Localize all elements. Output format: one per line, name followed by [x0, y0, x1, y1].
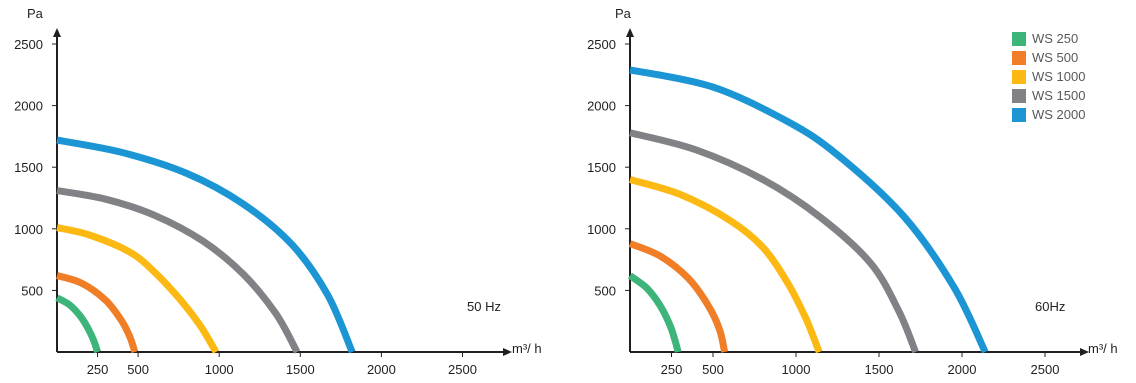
series-line-ws-2000	[56, 136, 356, 354]
y-axis-label: Pa	[27, 6, 44, 21]
x-tick-label: 1000	[205, 362, 234, 377]
legend-item: WS 2000	[1012, 105, 1085, 124]
y-axis-arrow	[626, 28, 634, 37]
x-axis-arrow	[503, 348, 512, 356]
series-line-ws-250	[55, 294, 101, 354]
y-tick-label: 500	[594, 283, 616, 298]
series-line-ws-500	[56, 272, 139, 354]
x-tick-label: 500	[127, 362, 149, 377]
legend-label: WS 2000	[1032, 107, 1086, 122]
x-tick-label: 1500	[286, 362, 315, 377]
y-axis-arrow	[53, 28, 61, 37]
y-axis-label: Pa	[615, 6, 632, 21]
series-line-ws-1000	[628, 176, 823, 354]
x-tick-label: 250	[661, 362, 683, 377]
x-tick-label: 2000	[948, 362, 977, 377]
series-line-ws-250	[627, 272, 682, 353]
y-tick-label: 1000	[14, 222, 43, 237]
chart-legend: WS 250 WS 500 WS 1000 WS 1500 WS 2000	[1012, 29, 1085, 124]
legend-item: WS 500	[1012, 48, 1085, 67]
x-tick-label: 2000	[367, 362, 396, 377]
legend-item: WS 1500	[1012, 86, 1085, 105]
legend-swatch	[1012, 31, 1026, 46]
legend-swatch	[1012, 69, 1026, 84]
series-line-ws-1500	[629, 129, 919, 354]
x-tick-label: 1500	[865, 362, 894, 377]
x-axis-label: m³/ h	[512, 341, 542, 356]
x-tick-label: 1000	[782, 362, 811, 377]
y-tick-label: 1500	[587, 160, 616, 175]
x-tick-label: 2500	[1031, 362, 1060, 377]
x-tick-label: 500	[702, 362, 724, 377]
y-tick-label: 1500	[14, 160, 43, 175]
y-tick-label: 2000	[14, 99, 43, 114]
y-tick-label: 2500	[14, 37, 43, 52]
legend-label: WS 250	[1032, 31, 1079, 46]
legend-item: WS 1000	[1012, 67, 1085, 86]
series-line-ws-1500	[56, 187, 301, 354]
frequency-annotation: 60Hz	[1035, 299, 1065, 314]
y-tick-label: 2500	[587, 37, 616, 52]
series-line-ws-500	[628, 240, 729, 353]
x-axis-label: m³/ h	[1088, 341, 1118, 356]
legend-label: WS 1000	[1032, 69, 1086, 84]
frequency-annotation: 50 Hz	[467, 299, 501, 314]
legend-label: WS 1500	[1032, 88, 1086, 103]
y-tick-label: 1000	[587, 222, 616, 237]
y-tick-label: 2000	[587, 99, 616, 114]
x-tick-label: 2500	[448, 362, 477, 377]
legend-item: WS 250	[1012, 29, 1085, 48]
y-tick-label: 500	[21, 283, 43, 298]
series-line-ws-2000	[629, 66, 989, 354]
legend-label: WS 500	[1032, 50, 1079, 65]
legend-swatch	[1012, 107, 1026, 122]
legend-swatch	[1012, 50, 1026, 65]
legend-swatch	[1012, 88, 1026, 103]
series-line-ws-1000	[56, 224, 220, 354]
x-axis-arrow	[1080, 348, 1089, 356]
x-tick-label: 250	[87, 362, 109, 377]
